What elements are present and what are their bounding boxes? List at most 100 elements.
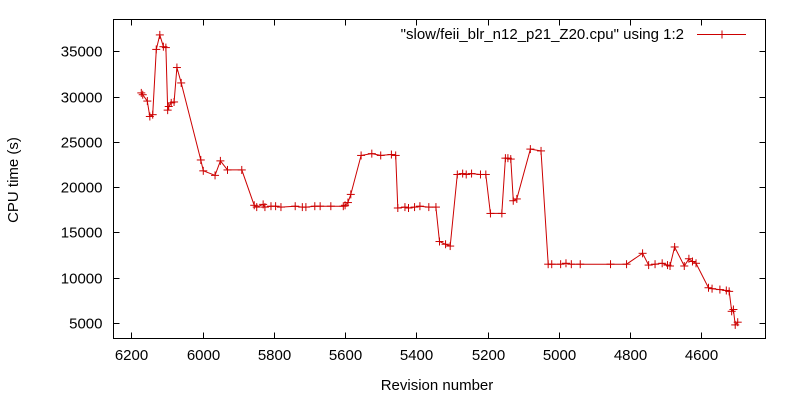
data-point	[567, 260, 576, 269]
plot-frame	[113, 19, 766, 339]
data-point	[506, 155, 515, 164]
series-layer	[137, 30, 742, 329]
data-point	[291, 202, 300, 211]
data-point	[276, 203, 285, 212]
x-tick-label: 5200	[472, 347, 505, 364]
data-point	[316, 202, 325, 211]
data-point	[424, 203, 433, 212]
data-point	[486, 209, 495, 218]
data-point	[458, 169, 467, 178]
data-point	[237, 165, 246, 174]
data-point	[692, 259, 701, 268]
data-point	[387, 150, 396, 159]
legend-marker	[718, 30, 726, 39]
data-point	[435, 237, 444, 246]
data-point	[252, 203, 261, 212]
data-point	[367, 149, 376, 158]
data-point	[143, 97, 152, 106]
data-point	[446, 242, 455, 251]
data-point	[199, 166, 208, 175]
data-point	[651, 260, 660, 269]
y-axis-ticks: 5000 10000 15000 20000 25000 30000 35000	[61, 44, 766, 333]
y-tick-label: 30000	[61, 90, 103, 107]
data-point	[343, 198, 352, 207]
data-point	[172, 63, 181, 72]
data-point	[733, 318, 742, 327]
data-point	[708, 284, 717, 293]
x-tick-label: 5400	[400, 347, 433, 364]
legend: "slow/feii_blr_n12_p21_Z20.cpu" using 1:…	[401, 26, 746, 43]
data-point	[715, 285, 724, 294]
data-point	[170, 97, 179, 106]
data-point	[400, 203, 409, 212]
data-point	[196, 155, 205, 164]
data-point	[561, 259, 570, 268]
data-point	[658, 259, 667, 268]
data-point	[393, 204, 402, 212]
x-tick-label: 4600	[685, 347, 718, 364]
x-axis-ticks: 6200 6000 5800 5600 5400 5200 5000 4800 4600	[115, 19, 718, 364]
data-point	[137, 88, 146, 97]
data-point	[148, 110, 157, 119]
data-point	[211, 171, 220, 180]
data-point	[644, 261, 653, 270]
x-tick-label: 5000	[543, 347, 576, 364]
data-point	[260, 203, 269, 212]
data-point	[223, 165, 232, 174]
x-tick-label: 5800	[258, 347, 291, 364]
data-point	[326, 202, 335, 211]
x-tick-label: 5600	[329, 347, 362, 364]
data-point	[410, 203, 419, 212]
series-line	[140, 33, 739, 327]
data-point	[666, 262, 675, 270]
data-point	[576, 260, 585, 269]
legend-label: "slow/feii_blr_n12_p21_Z20.cpu" using 1:…	[401, 26, 684, 43]
data-point	[556, 260, 565, 269]
data-point	[481, 170, 490, 179]
data-point	[453, 170, 462, 179]
data-point	[547, 260, 556, 269]
data-point	[357, 151, 366, 160]
x-tick-label: 4800	[614, 347, 647, 364]
data-point	[670, 242, 679, 251]
data-point	[725, 287, 734, 296]
data-point	[526, 145, 535, 154]
y-tick-label: 10000	[61, 271, 103, 288]
data-point	[301, 203, 310, 212]
data-point	[680, 262, 689, 270]
data-point	[163, 106, 172, 115]
data-point	[161, 43, 170, 52]
data-point	[415, 202, 424, 211]
x-tick-label: 6000	[187, 347, 220, 364]
data-point	[376, 151, 385, 160]
data-point	[509, 196, 518, 205]
data-point	[271, 202, 280, 211]
y-tick-label: 15000	[61, 225, 103, 242]
data-point	[216, 156, 225, 165]
data-point	[512, 194, 521, 203]
data-point	[704, 283, 713, 292]
data-point	[155, 30, 164, 39]
data-point	[638, 249, 647, 258]
data-point	[177, 78, 186, 87]
data-point	[606, 260, 615, 269]
y-tick-label: 35000	[61, 44, 103, 61]
data-point	[339, 202, 348, 211]
data-point	[622, 260, 631, 269]
x-tick-label: 6200	[115, 347, 148, 364]
data-point	[441, 240, 450, 249]
y-tick-label: 20000	[61, 180, 103, 197]
data-point	[152, 45, 161, 54]
data-point	[404, 204, 413, 212]
data-point	[537, 146, 546, 155]
x-axis-title: Revision number	[381, 377, 494, 394]
data-point	[391, 151, 400, 160]
data-point	[431, 203, 440, 212]
data-point	[727, 307, 736, 316]
data-point	[462, 170, 471, 179]
data-point	[497, 209, 506, 218]
data-point	[138, 90, 147, 99]
data-point	[467, 169, 476, 178]
